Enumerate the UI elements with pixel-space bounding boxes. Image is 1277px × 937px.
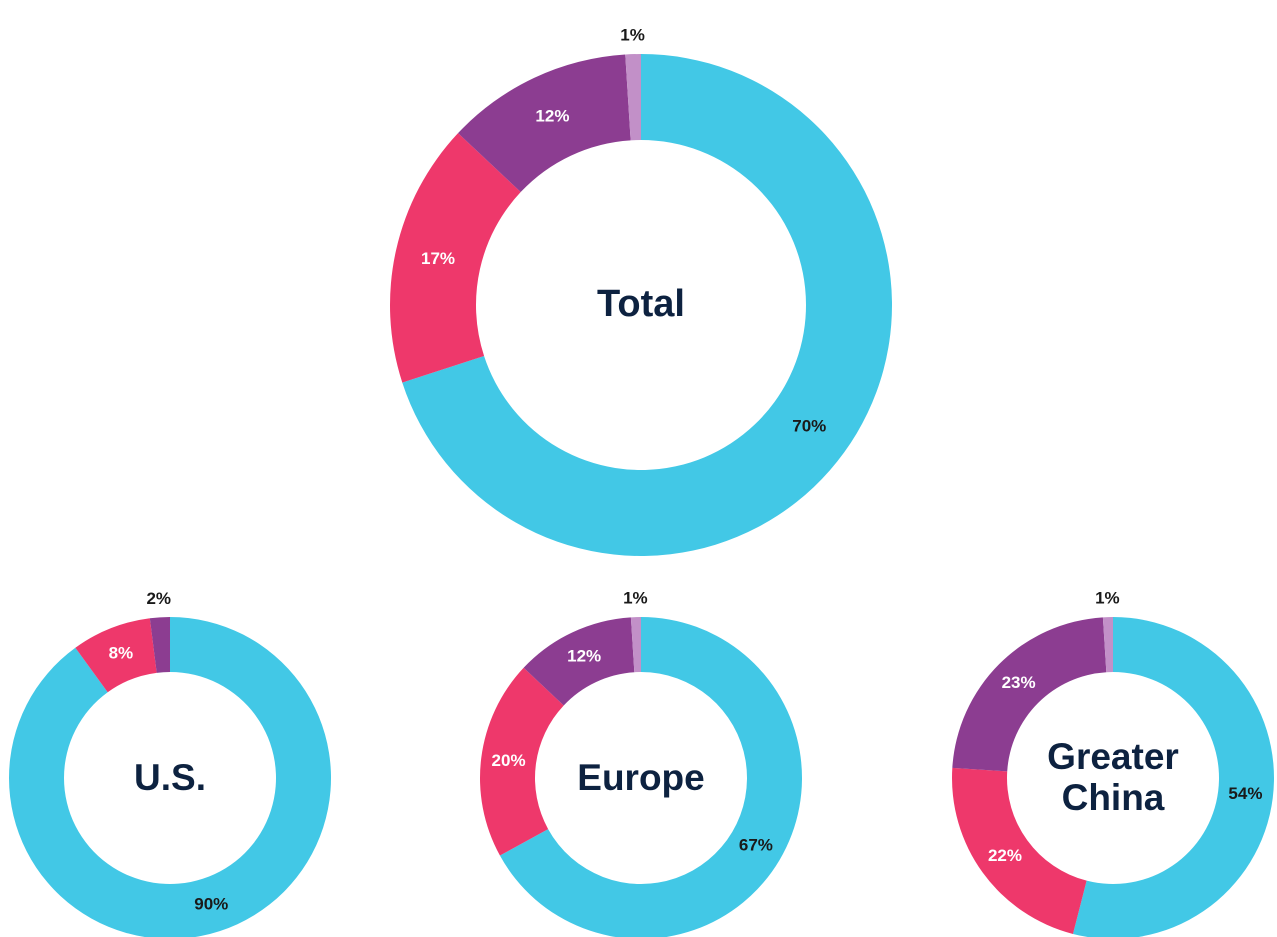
donut-segment xyxy=(625,54,641,141)
title-box: Europe xyxy=(577,756,705,798)
title-box: U.S. xyxy=(134,756,206,798)
data-label: 22% xyxy=(988,846,1022,865)
donut-segment xyxy=(951,767,1087,934)
data-label: 90% xyxy=(194,894,228,913)
donut-segment xyxy=(480,667,564,856)
chart-title: Greater China xyxy=(1047,736,1179,818)
chart-title: U.S. xyxy=(134,756,206,798)
data-label: 17% xyxy=(421,249,455,268)
donut-segment xyxy=(458,54,631,193)
donut-segment xyxy=(952,617,1107,772)
donut-segment xyxy=(523,617,635,706)
data-label: 70% xyxy=(792,417,826,436)
donut-segment xyxy=(1102,617,1113,673)
donut-segment xyxy=(149,617,170,673)
donut-segment xyxy=(1072,617,1274,937)
data-label: 23% xyxy=(1002,673,1036,692)
title-box: Greater China xyxy=(1047,736,1179,818)
data-label: 54% xyxy=(1228,784,1262,803)
donut-segment xyxy=(9,617,331,937)
data-label: 1% xyxy=(623,589,648,608)
data-label: 2% xyxy=(146,589,171,608)
donut-segment xyxy=(390,133,521,383)
donut-segment xyxy=(630,617,641,673)
data-label: 1% xyxy=(620,26,645,45)
data-label: 12% xyxy=(535,106,569,125)
title-box: Total xyxy=(597,283,685,326)
donut-segment xyxy=(402,54,892,557)
chart-title: Total xyxy=(597,283,685,326)
data-label: 1% xyxy=(1095,589,1120,608)
chart-title: Europe xyxy=(577,756,705,798)
donut-segment xyxy=(75,618,157,693)
data-label: 8% xyxy=(109,643,134,662)
data-label: 20% xyxy=(492,751,526,770)
donut-segment xyxy=(499,617,802,937)
data-label: 12% xyxy=(567,647,601,666)
data-label: 67% xyxy=(739,835,773,854)
